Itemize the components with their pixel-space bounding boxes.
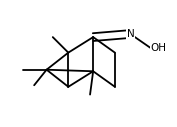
Text: N: N: [127, 29, 134, 39]
Text: OH: OH: [151, 43, 167, 53]
